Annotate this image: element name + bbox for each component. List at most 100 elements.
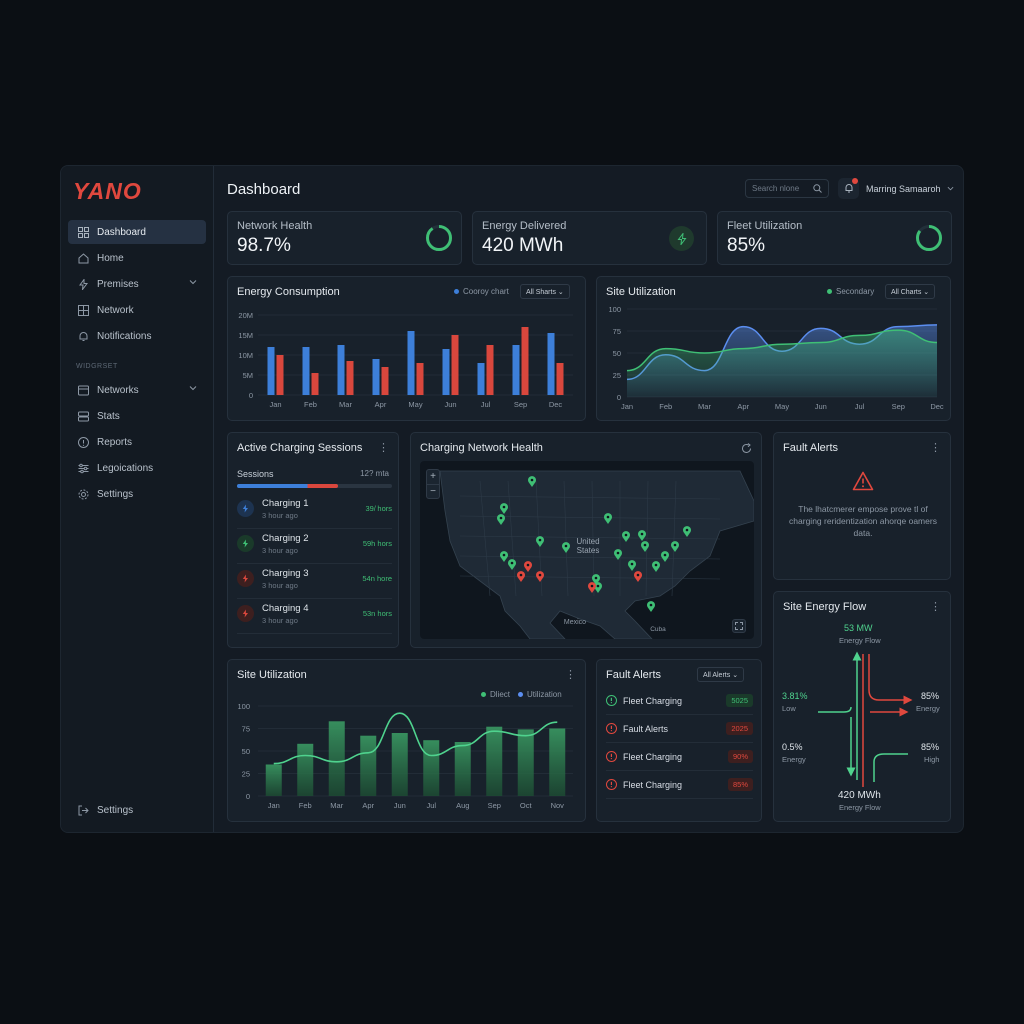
map-pin-dot <box>640 532 644 536</box>
sidebar-item-stats[interactable]: Stats <box>68 404 206 428</box>
sidebar-item-legoications[interactable]: Legoications <box>68 456 206 480</box>
kpi-fleet-utilization[interactable]: Fleet Utilization 85% <box>717 211 952 265</box>
bar <box>423 740 440 796</box>
kpi-energy-delivered[interactable]: Energy Delivered 420 MWh <box>472 211 707 265</box>
map-pin-dot <box>606 515 610 519</box>
x-tick-label: Jun <box>815 402 827 411</box>
fault-row[interactable]: Fleet Charging 5025 <box>606 688 753 715</box>
bar <box>521 327 529 395</box>
kpi-network-health[interactable]: Network Health 98.7% <box>227 211 462 265</box>
sidebar-item-label: Settings <box>97 804 134 816</box>
zoom-out-button[interactable]: − <box>427 484 439 498</box>
status-badge: 2025 <box>726 722 753 735</box>
map-pin-ok <box>622 531 630 542</box>
alerts-filter-dropdown[interactable]: All Alerts ⌄ <box>697 667 745 682</box>
progress-ring-icon <box>426 225 452 251</box>
energy-flow-card: Site Energy Flow ⋮ 53 MW Energy Flow 3.8… <box>773 591 951 822</box>
flow-top-label: Energy Flow <box>839 636 881 645</box>
session-duration: 59h hors <box>362 539 392 548</box>
bar <box>337 345 345 395</box>
map-pin-ok <box>652 561 660 572</box>
x-tick-label: Apr <box>375 400 387 409</box>
fault-row[interactable]: Fleet Charging 85% <box>606 772 753 799</box>
map-pin-ok <box>641 541 649 552</box>
bar <box>381 367 389 395</box>
sidebar-item-reports[interactable]: Reports <box>68 430 206 454</box>
energy-flow-diagram <box>818 651 913 787</box>
kpi-value: 85% <box>727 235 766 256</box>
dropdown-value: All Charts <box>891 289 922 296</box>
sidebar-item-networks[interactable]: Networks <box>68 378 206 402</box>
sidebar-footer-settings[interactable]: Settings <box>68 798 206 822</box>
dropdown-value: All Sharts <box>526 289 556 296</box>
chevron-down-icon: ⌄ <box>557 289 564 296</box>
sidebar-item-notifications[interactable]: Notifications <box>68 324 206 348</box>
x-tick-label: Jun <box>444 400 456 409</box>
session-row[interactable]: Charging 1 3 hour ago 39/ hors <box>237 495 392 529</box>
bar <box>391 733 408 796</box>
bar <box>346 361 354 395</box>
map-pin-dot <box>624 533 628 537</box>
session-row[interactable]: Charging 2 3 hour ago 59h hors <box>237 530 392 564</box>
y-tick-label: 20M <box>238 311 253 320</box>
map-pin-dot <box>510 561 514 565</box>
x-tick-label: Jan <box>621 402 633 411</box>
charging-bolt-icon <box>237 570 254 587</box>
more-icon[interactable]: ⋮ <box>565 669 576 681</box>
map-pin-dot <box>538 573 542 577</box>
sidebar-item-dashboard[interactable]: Dashboard <box>68 220 206 244</box>
state-border <box>459 535 721 540</box>
chevron-down-icon: ⌄ <box>732 672 739 679</box>
y-tick-label: 75 <box>613 327 621 336</box>
sidebar-item-network[interactable]: Network <box>68 298 206 322</box>
zoom-in-button[interactable]: + <box>430 471 436 482</box>
sidebar-item-label: Notifications <box>97 330 152 342</box>
fullscreen-icon[interactable] <box>732 619 746 633</box>
search-input[interactable]: Search nlone <box>745 179 829 198</box>
map-pin-dot <box>526 563 530 567</box>
map-pin-ok <box>497 514 505 525</box>
sidebar-item-home[interactable]: Home <box>68 246 206 270</box>
x-tick-label: Sep <box>488 801 501 810</box>
sidebar-item-label: Networks <box>97 384 139 396</box>
map-pin-dot <box>530 478 534 482</box>
user-menu[interactable]: Marring Samaaroh <box>866 184 954 194</box>
state-border <box>645 480 649 597</box>
session-duration: 53n hors <box>362 609 392 618</box>
chevron-down-icon: ⌄ <box>923 289 930 296</box>
more-icon[interactable]: ⋮ <box>930 601 941 613</box>
state-border <box>459 575 721 580</box>
chart-filter-dropdown[interactable]: All Sharts ⌄ <box>520 284 570 299</box>
status-badge: 85% <box>727 778 753 791</box>
sessions-header: Sessions <box>237 469 274 479</box>
charging-bolt-icon <box>237 535 254 552</box>
fault-row[interactable]: Fleet Charging 90% <box>606 744 753 771</box>
chart-filter-dropdown[interactable]: All Charts ⌄ <box>885 284 936 299</box>
bar <box>416 363 424 395</box>
notifications-button[interactable] <box>838 178 859 199</box>
bar <box>372 359 380 395</box>
session-duration: 39/ hors <box>365 504 392 513</box>
session-row[interactable]: Charging 3 3 hour ago 54n hore <box>237 565 392 599</box>
session-row[interactable]: Charging 4 3 hour ago 53n hors <box>237 600 392 634</box>
card-title: Site Utilization <box>606 286 676 298</box>
x-tick-label: Feb <box>659 402 672 411</box>
sidebar-item-premises[interactable]: Premises <box>68 272 206 296</box>
sidebar-item-settings[interactable]: Settings <box>68 482 206 506</box>
bar <box>360 735 377 796</box>
fault-row[interactable]: Fault Alerts 2025 <box>606 716 753 743</box>
fault-alerts-card: Fault Alerts ⋮ The lhatcmerer empose pro… <box>773 432 951 580</box>
more-icon[interactable]: ⋮ <box>378 442 389 454</box>
y-tick-label: 0 <box>249 391 253 400</box>
map-canvas[interactable]: United States Mexico Cuba <box>420 461 754 639</box>
refresh-icon[interactable] <box>741 441 752 459</box>
network-map-card: Charging Network Health United States Mexi… <box>410 432 762 648</box>
more-icon[interactable]: ⋮ <box>930 442 941 454</box>
fault-alerts-list-card: Fault Alerts All Alerts ⌄ Fleet Charging… <box>596 659 762 822</box>
y-tick-label: 25 <box>242 770 250 779</box>
flow-left2-label: Energy <box>782 755 806 764</box>
sidebar-item-label: Network <box>97 304 134 316</box>
y-tick-label: 0 <box>617 393 621 402</box>
flow-right2-label: High <box>924 755 940 764</box>
y-tick-label: 50 <box>242 747 250 756</box>
